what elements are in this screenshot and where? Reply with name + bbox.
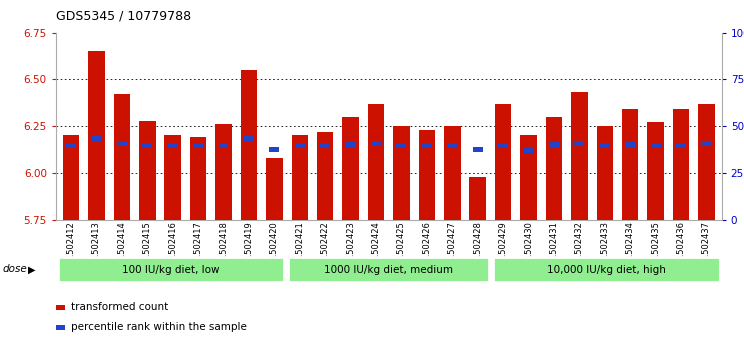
Bar [698, 104, 715, 220]
Bar [371, 141, 381, 146]
Text: dose: dose [2, 264, 27, 274]
Bar [397, 143, 406, 147]
Bar [164, 135, 181, 220]
Bar [215, 124, 232, 220]
Bar [295, 143, 305, 147]
Text: ▶: ▶ [28, 264, 36, 274]
Bar [419, 130, 435, 220]
Bar [493, 257, 719, 282]
Bar [317, 132, 333, 220]
Bar [292, 135, 308, 220]
Bar [241, 70, 257, 220]
Text: 10,000 IU/kg diet, high: 10,000 IU/kg diet, high [547, 265, 666, 274]
Bar [66, 143, 76, 148]
Bar [142, 143, 153, 147]
Bar [244, 136, 254, 140]
Bar [269, 147, 279, 152]
Bar [495, 104, 511, 220]
Bar [444, 126, 461, 220]
Bar [62, 135, 80, 220]
Bar [346, 142, 356, 147]
Bar [393, 126, 410, 220]
Bar [320, 143, 330, 147]
Bar [190, 137, 206, 220]
Bar [342, 117, 359, 220]
Bar [498, 143, 508, 147]
Bar [549, 142, 559, 147]
Bar [520, 135, 536, 220]
Bar [447, 143, 458, 147]
Bar [472, 147, 483, 152]
Bar [219, 143, 228, 147]
Bar [89, 51, 105, 220]
Bar [651, 143, 661, 147]
Bar [58, 257, 284, 282]
Bar [625, 142, 635, 147]
Bar [422, 143, 432, 147]
Bar [469, 177, 486, 220]
Text: transformed count: transformed count [71, 302, 168, 313]
Bar [673, 109, 689, 220]
Bar [524, 148, 533, 153]
Bar [167, 143, 178, 148]
Bar [574, 141, 584, 146]
Text: 100 IU/kg diet, low: 100 IU/kg diet, low [122, 265, 219, 274]
Bar [193, 143, 203, 148]
Bar [139, 121, 155, 220]
Text: 1000 IU/kg diet, medium: 1000 IU/kg diet, medium [324, 265, 453, 274]
Bar [571, 93, 588, 220]
Bar [676, 143, 686, 147]
Bar [289, 257, 489, 282]
Bar [114, 94, 130, 220]
Bar [368, 104, 385, 220]
Bar [647, 122, 664, 220]
Bar [92, 136, 101, 140]
Bar [702, 141, 711, 146]
Bar [545, 117, 562, 220]
Bar [266, 158, 283, 220]
Bar [622, 109, 638, 220]
Text: percentile rank within the sample: percentile rank within the sample [71, 322, 246, 333]
Bar [597, 126, 613, 220]
Bar [600, 143, 610, 147]
Bar [117, 142, 126, 146]
Text: GDS5345 / 10779788: GDS5345 / 10779788 [56, 9, 191, 22]
